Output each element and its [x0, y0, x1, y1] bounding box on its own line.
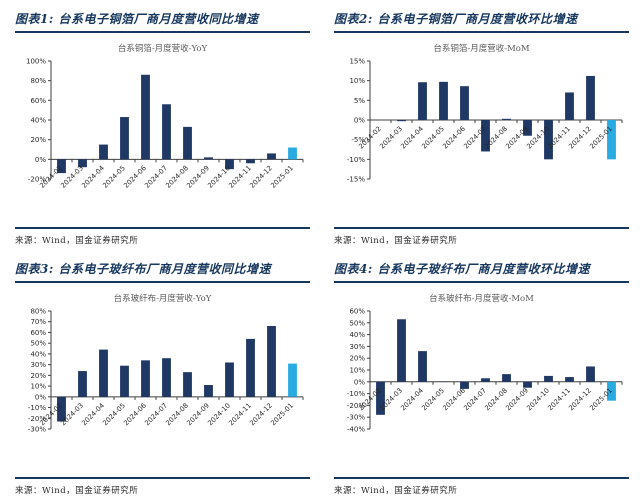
svg-text:-10%: -10%	[347, 156, 365, 164]
svg-text:2025-01: 2025-01	[269, 402, 295, 428]
svg-text:20%: 20%	[30, 136, 46, 144]
figure-1-block: 图表1: 台系电子铜箔厂商月度营收同比增速 台系铜箔-月度营收-YoY 100%…	[15, 10, 310, 246]
figure-3-bar-chart: 80%70%60%50%40%30%20%10%0%-10%-20%-30%20…	[15, 305, 310, 475]
svg-text:40%: 40%	[349, 331, 365, 339]
svg-text:-10%: -10%	[28, 404, 46, 412]
svg-text:2025-01: 2025-01	[269, 164, 295, 190]
svg-text:0%: 0%	[354, 378, 365, 386]
svg-text:80%: 80%	[30, 77, 46, 85]
svg-text:50%: 50%	[349, 319, 365, 327]
figure-1-chart-title: 台系铜箔-月度营收-YoY	[15, 42, 310, 54]
figure-3-block: 图表3: 台系电子玻纤布厂商月度营收同比增速 台系玻纤布-月度营收-YoY 80…	[15, 260, 310, 496]
figure-2-block: 图表2: 台系电子铜箔厂商月度营收环比增速 台系铜箔-月度营收-MoM 15% 1…	[334, 10, 629, 246]
figure-2-chart-title: 台系铜箔-月度营收-MoM	[334, 42, 629, 54]
svg-text:10%: 10%	[349, 77, 365, 85]
svg-text:60%: 60%	[349, 308, 365, 316]
figure-1-bar-chart: 100%80%60%40%20%0%-20%2024-022024-032024…	[15, 55, 310, 225]
svg-text:60%: 60%	[30, 97, 46, 105]
svg-text:5%: 5%	[354, 97, 365, 105]
figure-4-header: 图表4: 台系电子玻纤布厂商月度营收环比增速	[334, 260, 629, 283]
figure-4-block: 图表4: 台系电子玻纤布厂商月度营收环比增速 台系玻纤布-月度营收-MoM 60…	[334, 260, 629, 496]
svg-text:60%: 60%	[30, 329, 46, 337]
figure-1-source: 来源：Wind，国金证券研究所	[15, 227, 310, 246]
svg-text:20%: 20%	[349, 355, 365, 363]
svg-text:40%: 40%	[30, 350, 46, 358]
svg-text:30%: 30%	[349, 343, 365, 351]
svg-text:50%: 50%	[30, 340, 46, 348]
svg-text:80%: 80%	[30, 308, 46, 316]
svg-text:70%: 70%	[30, 318, 46, 326]
svg-text:40%: 40%	[30, 117, 46, 125]
svg-text:10%: 10%	[30, 383, 46, 391]
svg-text:-40%: -40%	[347, 426, 365, 434]
svg-text:15%: 15%	[349, 58, 365, 66]
svg-text:-30%: -30%	[347, 414, 365, 422]
svg-text:-15%: -15%	[347, 176, 365, 184]
svg-text:30%: 30%	[30, 361, 46, 369]
figure-1-header: 图表1: 台系电子铜箔厂商月度营收同比增速	[15, 10, 310, 33]
figure-2-bar-chart: 15%10%5%0%-5%-10%-15%2024-022024-032024-…	[334, 55, 629, 225]
figure-2-header: 图表2: 台系电子铜箔厂商月度营收环比增速	[334, 10, 629, 33]
figure-2-source: 来源：Wind，国金证券研究所	[334, 227, 629, 246]
svg-text:0%: 0%	[35, 393, 46, 401]
figure-3-header: 图表3: 台系电子玻纤布厂商月度营收同比增速	[15, 260, 310, 283]
figure-4-bar-chart: 60%50%40%30%20%10%0%-10%-20%-30%-40%2024…	[334, 305, 629, 475]
svg-text:0%: 0%	[35, 156, 46, 164]
figure-4-chart-title: 台系玻纤布-月度营收-MoM	[334, 292, 629, 304]
svg-text:100%: 100%	[26, 58, 46, 66]
svg-text:0%: 0%	[354, 117, 365, 125]
svg-text:10%: 10%	[349, 367, 365, 375]
svg-text:-10%: -10%	[347, 390, 365, 398]
figure-3-chart-title: 台系玻纤布-月度营收-YoY	[15, 292, 310, 304]
svg-text:20%: 20%	[30, 372, 46, 380]
